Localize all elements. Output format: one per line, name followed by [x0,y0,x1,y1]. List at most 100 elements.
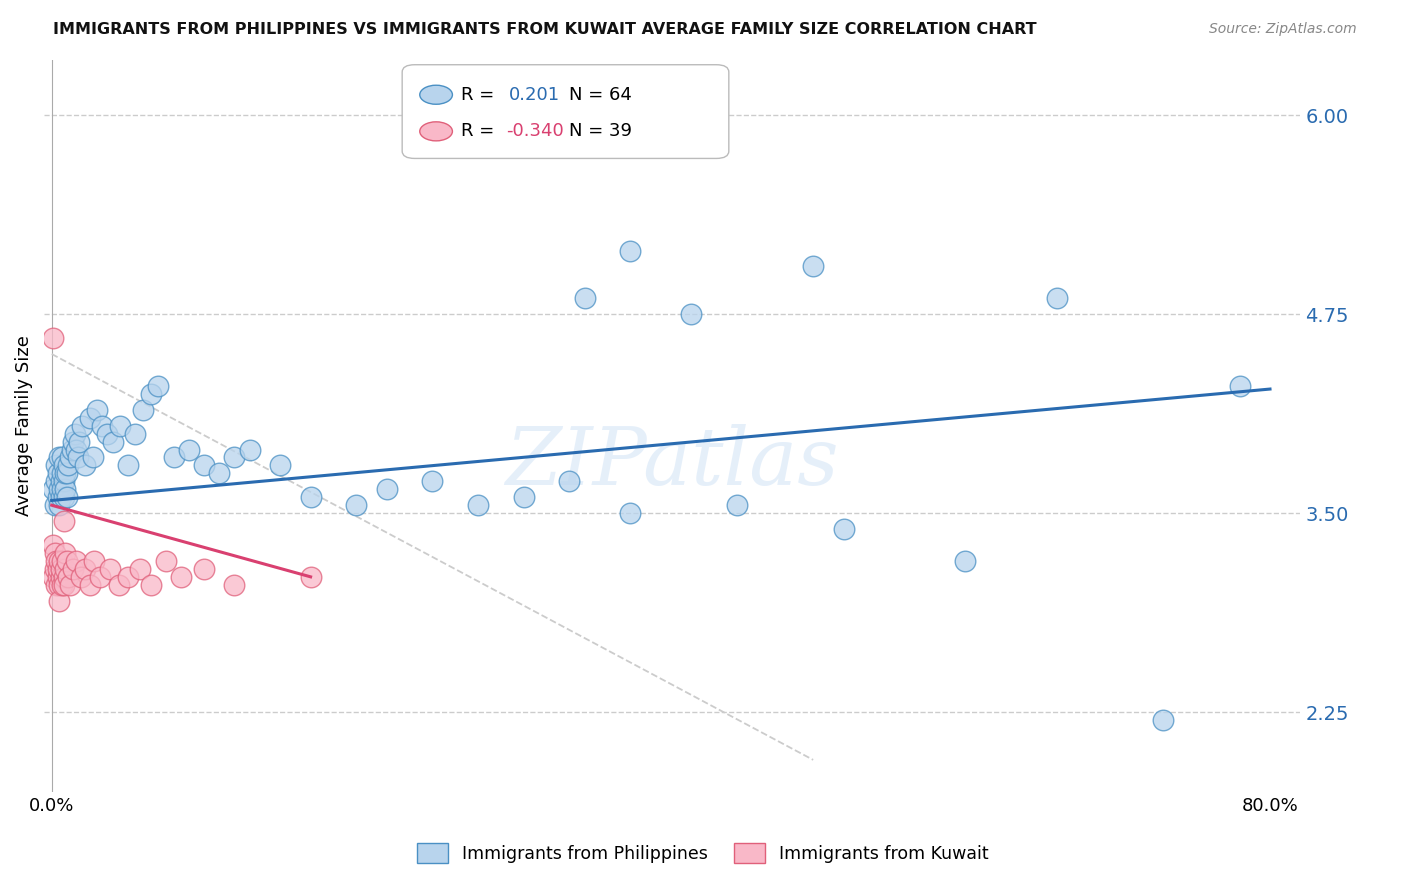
Point [49,570,72,584]
Point [177,442,200,457]
Point [124,426,146,441]
Point [139,578,162,592]
Point [51,450,73,465]
Point [344,498,367,512]
Point [148,379,170,393]
Point [467,498,489,512]
Point [89,570,111,584]
Point [45,458,67,473]
Point [955,554,977,568]
Point [1046,291,1069,305]
Point [51,554,73,568]
Text: IMMIGRANTS FROM PHILIPPINES VS IMMIGRANTS FROM KUWAIT AVERAGE FAMILY SIZE CORREL: IMMIGRANTS FROM PHILIPPINES VS IMMIGRANT… [53,22,1038,37]
Point [49,475,72,489]
Point [51,483,73,497]
Point [42,331,65,345]
Point [239,442,262,457]
Point [46,570,69,584]
Point [52,578,75,592]
Point [70,418,93,433]
Point [170,570,193,584]
Text: Source: ZipAtlas.com: Source: ZipAtlas.com [1209,22,1357,37]
Point [59,450,82,465]
Point [45,578,67,592]
Point [49,562,72,576]
Point [55,546,77,560]
Point [574,291,596,305]
Point [79,578,101,592]
Point [45,475,67,489]
Point [48,554,70,568]
Legend: Immigrants from Philippines, Immigrants from Kuwait: Immigrants from Philippines, Immigrants … [411,836,995,870]
Point [55,483,77,497]
Point [725,498,748,512]
Point [82,450,104,465]
Text: 0.201: 0.201 [509,86,560,103]
Text: R =: R = [461,86,501,103]
Point [801,260,824,274]
Point [75,458,97,473]
Point [83,554,105,568]
Point [132,402,155,417]
Point [44,546,66,560]
Point [117,458,139,473]
Point [101,434,124,449]
Y-axis label: Average Family Size: Average Family Size [15,335,32,516]
Point [62,434,84,449]
Text: ZIPatlas: ZIPatlas [506,424,839,501]
Point [51,578,73,592]
Point [60,442,83,457]
Point [75,562,97,576]
FancyBboxPatch shape [402,65,728,159]
Point [52,514,75,528]
Point [51,467,73,481]
Point [98,562,121,576]
Point [58,458,80,473]
Point [55,467,77,481]
Point [48,498,70,512]
Point [375,483,398,497]
Point [681,307,703,321]
Point [299,490,322,504]
Text: -0.340: -0.340 [506,122,564,140]
Point [49,490,72,504]
Point [208,467,231,481]
Point [193,562,215,576]
Point [56,490,79,504]
Point [96,426,118,441]
Point [155,554,177,568]
Point [52,570,75,584]
Text: N = 64: N = 64 [569,86,633,103]
Point [129,562,152,576]
Point [55,562,77,576]
Point [52,490,75,504]
Point [619,506,641,520]
Point [63,426,86,441]
Point [619,244,641,258]
Point [58,570,80,584]
Point [1152,713,1174,727]
Point [422,475,444,489]
Point [66,450,89,465]
Point [46,490,69,504]
Point [56,467,79,481]
Point [46,467,69,481]
Point [42,538,65,552]
Point [48,483,70,497]
Point [48,450,70,465]
Point [67,434,90,449]
Point [42,570,65,584]
Point [224,450,246,465]
Point [56,554,79,568]
Point [45,554,67,568]
Point [513,490,536,504]
Point [52,458,75,473]
Point [65,554,87,568]
Point [110,418,132,433]
Point [193,458,215,473]
Point [91,418,114,433]
Point [48,593,70,607]
Point [269,458,291,473]
Point [52,475,75,489]
Point [1229,379,1251,393]
